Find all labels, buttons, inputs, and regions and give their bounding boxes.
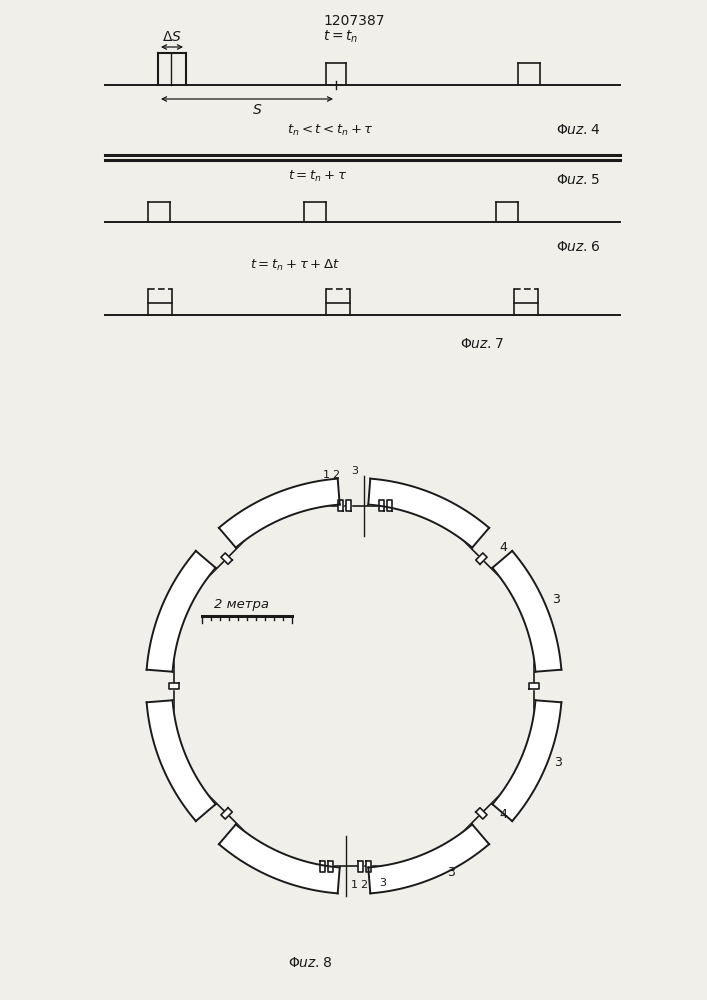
- Text: $\Phi u z.5$: $\Phi u z.5$: [556, 173, 600, 187]
- Text: $\Phi u z.7$: $\Phi u z.7$: [460, 337, 503, 351]
- Polygon shape: [492, 700, 561, 821]
- Text: 2 метра: 2 метра: [214, 598, 269, 611]
- Text: 3: 3: [552, 593, 560, 606]
- Polygon shape: [219, 479, 340, 548]
- Polygon shape: [492, 551, 561, 672]
- Polygon shape: [320, 861, 325, 872]
- Polygon shape: [146, 700, 216, 821]
- Polygon shape: [368, 824, 489, 893]
- Polygon shape: [337, 500, 342, 511]
- Text: 3: 3: [554, 756, 562, 769]
- Text: $\Phi u z.8$: $\Phi u z.8$: [288, 956, 332, 970]
- Text: $t=t_n$: $t=t_n$: [323, 29, 358, 45]
- Polygon shape: [146, 551, 216, 672]
- Text: $S$: $S$: [252, 103, 262, 117]
- Text: $\Delta S$: $\Delta S$: [162, 30, 182, 44]
- Polygon shape: [327, 861, 332, 872]
- Polygon shape: [358, 861, 363, 872]
- Polygon shape: [476, 808, 487, 819]
- Polygon shape: [346, 500, 351, 511]
- Text: 1207387: 1207387: [323, 14, 385, 28]
- Text: 2: 2: [361, 880, 368, 890]
- Text: 3: 3: [351, 466, 358, 476]
- Polygon shape: [529, 683, 539, 689]
- Text: $t_n < t < t_n + \tau$: $t_n < t < t_n + \tau$: [286, 123, 373, 138]
- Text: $t=t_n+\tau$: $t=t_n+\tau$: [288, 169, 348, 184]
- Text: 3: 3: [447, 866, 455, 879]
- Text: 1: 1: [351, 880, 358, 890]
- Polygon shape: [169, 683, 179, 689]
- Text: $\Phi u z.4$: $\Phi u z.4$: [556, 123, 600, 137]
- Polygon shape: [476, 553, 487, 564]
- Polygon shape: [221, 808, 233, 819]
- Text: $\Phi u z.6$: $\Phi u z.6$: [556, 240, 600, 254]
- Polygon shape: [387, 500, 392, 511]
- Polygon shape: [378, 500, 383, 511]
- Text: 3: 3: [380, 878, 387, 888]
- Polygon shape: [366, 861, 370, 872]
- Text: 2: 2: [332, 470, 339, 480]
- Text: 4: 4: [499, 808, 507, 821]
- Text: 4: 4: [499, 541, 507, 554]
- Polygon shape: [221, 553, 233, 564]
- Text: 1: 1: [322, 470, 329, 480]
- Polygon shape: [219, 824, 340, 893]
- Polygon shape: [368, 479, 489, 548]
- Text: $t=t_n+\tau+\Delta t$: $t=t_n+\tau+\Delta t$: [250, 258, 340, 273]
